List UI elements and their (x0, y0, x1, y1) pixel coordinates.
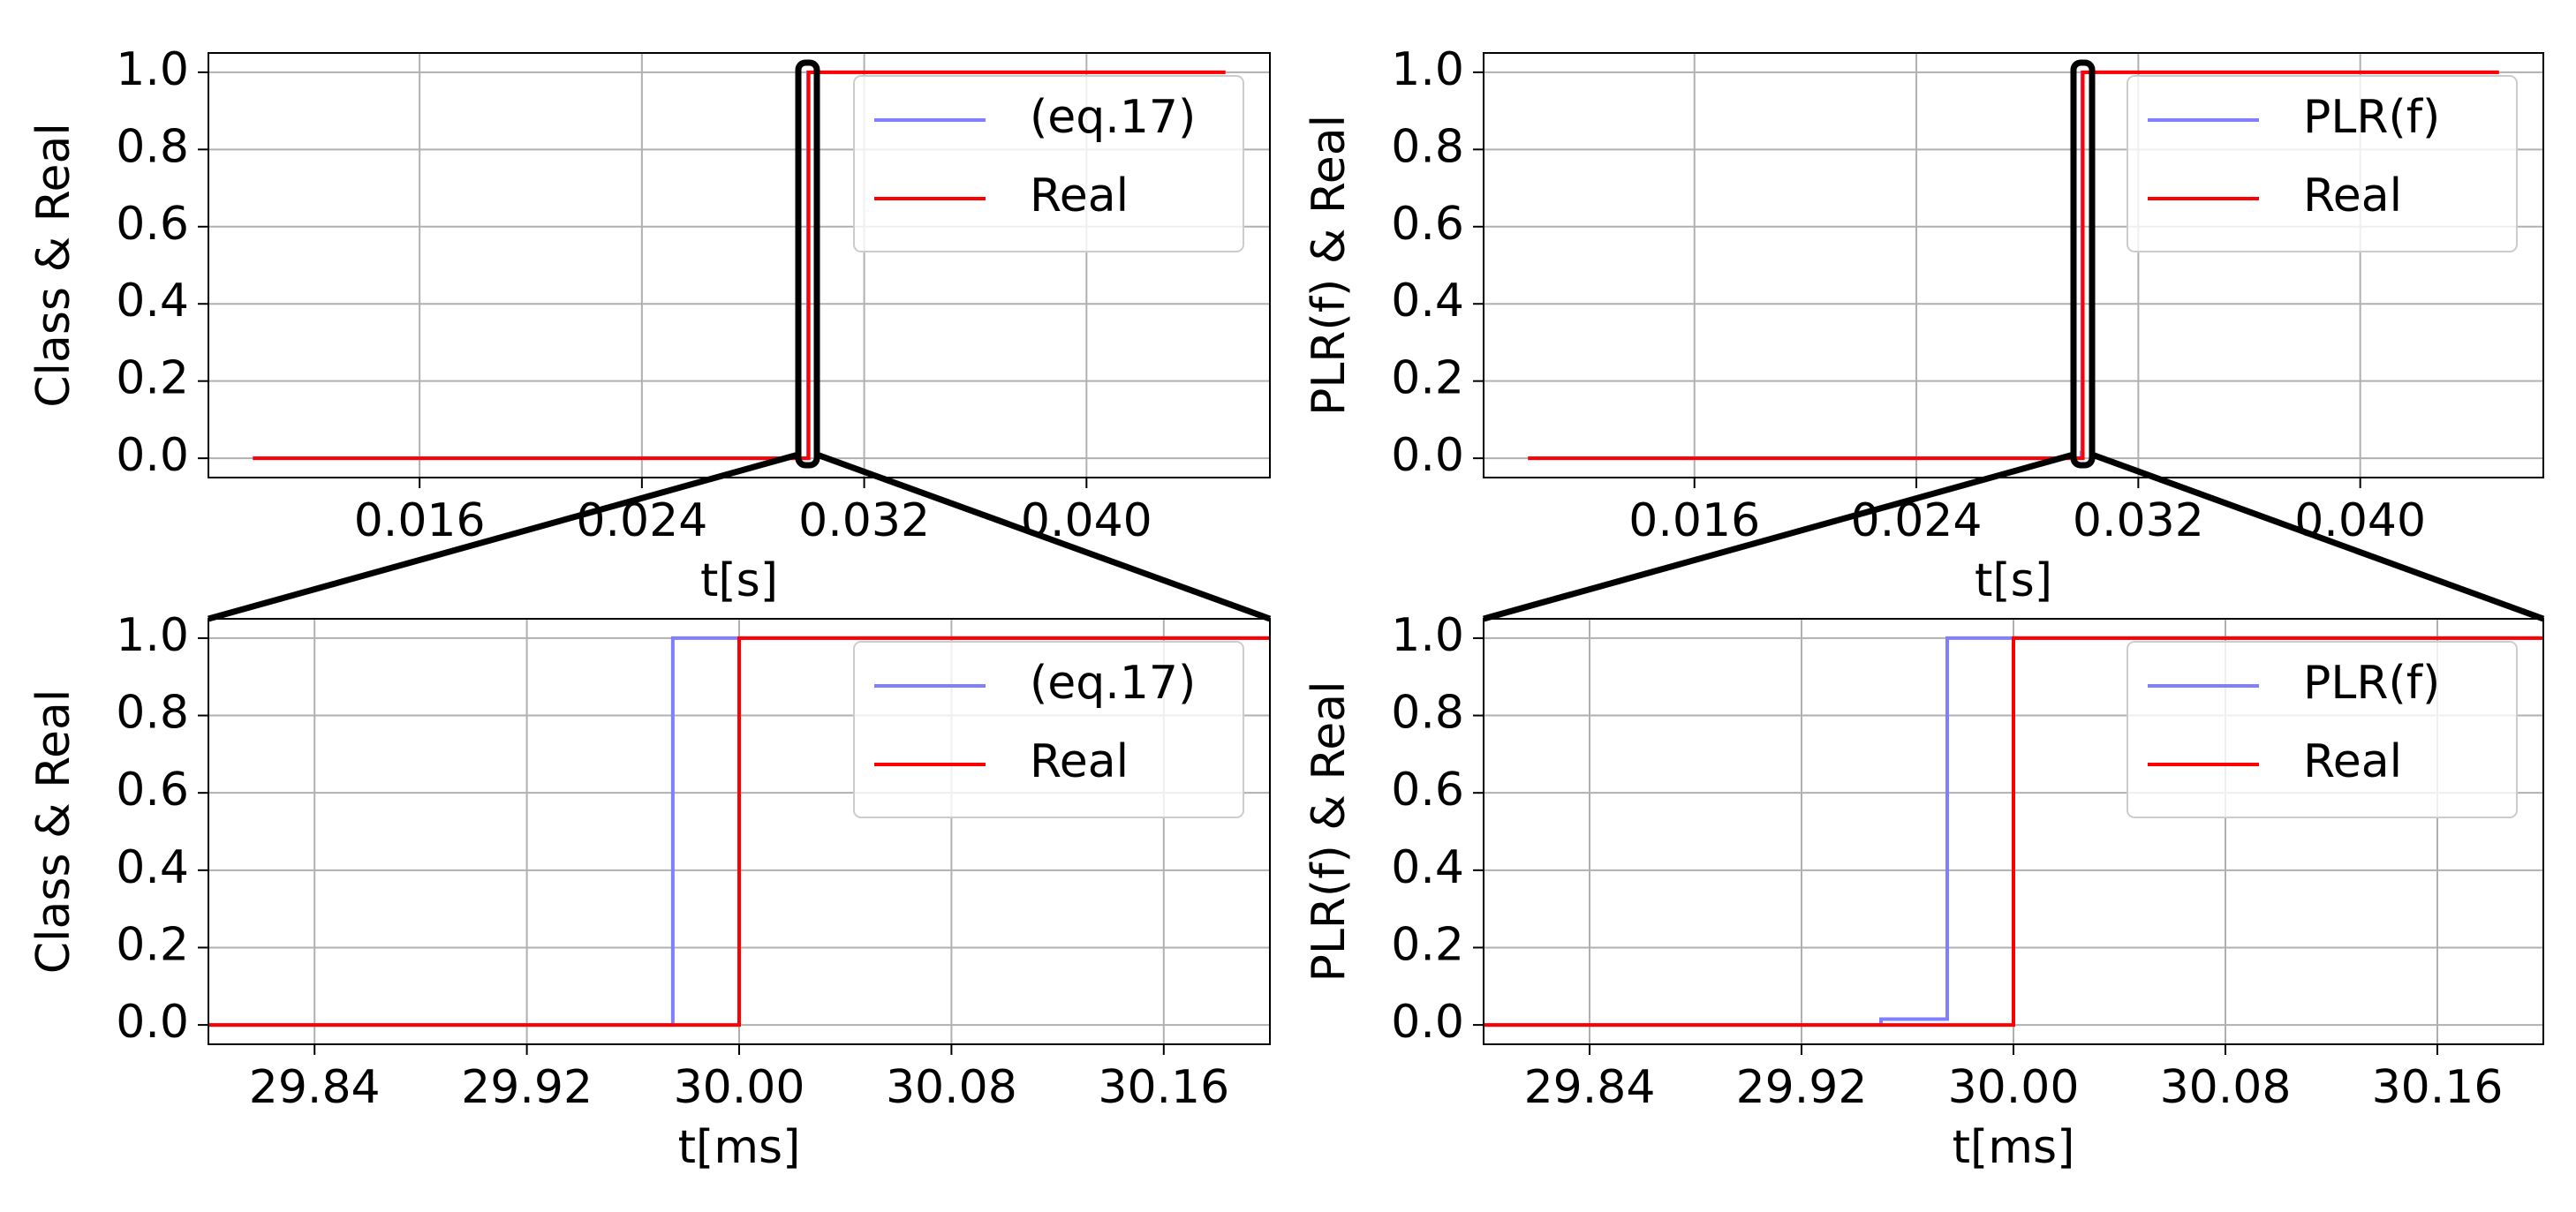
axes-frame (1483, 618, 2544, 1045)
axes-frame (208, 52, 1271, 478)
y-tick-label: 0.2 (1391, 352, 1464, 405)
y-axis-label: Class & Real (27, 123, 80, 408)
legend: (eq.17) Real (853, 641, 1244, 818)
y-tick-label: 0.8 (116, 120, 189, 173)
x-axis-label: t[ms] (678, 1121, 801, 1174)
y-tick-label: 0.4 (1391, 841, 1464, 894)
charts: 0.0 0.2 0.4 0.6 0.8 1.0 0.016 0.024 0.032 0.040 t[… (27, 43, 2544, 1174)
series-line (1484, 636, 2543, 1028)
series-line (208, 636, 1270, 1028)
x-tick-label: 30.00 (674, 1061, 805, 1114)
x-tick-label: 29.84 (249, 1061, 381, 1114)
chart: 0.0 0.2 0.4 0.6 0.8 1.0 0.016 0.024 0.032 0.040 t[… (27, 43, 1271, 607)
y-tick-label: 1.0 (1391, 609, 1464, 662)
legend-label: (eq.17) (1030, 657, 1196, 710)
legend-label: Real (2303, 169, 2402, 222)
axes-frame (208, 618, 1271, 1045)
y-tick-label: 0.8 (116, 687, 189, 740)
x-tick-label: 29.84 (1524, 1061, 1656, 1114)
y-tick-label: 1.0 (116, 43, 189, 96)
x-axis-label: t[s] (700, 554, 778, 607)
x-tick-label: 30.16 (1098, 1061, 1229, 1114)
zoom-connector (815, 451, 1272, 622)
y-tick-label: 0.6 (1391, 198, 1464, 251)
y-axis-label: Class & Real (27, 689, 80, 975)
legend-label: Real (2303, 735, 2402, 788)
y-tick-label: 0.2 (116, 918, 189, 971)
axes-frame (1483, 52, 2544, 478)
x-tick-label: 0.040 (1021, 494, 1152, 547)
zoom-indicators (208, 59, 2545, 622)
y-tick-label: 0.4 (116, 275, 189, 327)
chart: 0.0 0.2 0.4 0.6 0.8 1.0 29.84 29.92 30.00 30.08 30… (27, 609, 1271, 1174)
x-tick-label: 0.032 (798, 494, 930, 547)
y-tick-label: 0.4 (116, 841, 189, 894)
legend-label: PLR(f) (2303, 91, 2440, 144)
y-tick-label: 1.0 (116, 609, 189, 662)
x-tick-label: 0.016 (1628, 494, 1760, 547)
legend-label: Real (1030, 169, 1129, 222)
zoom-rect (2070, 59, 2096, 469)
x-axis-label: t[s] (1975, 554, 2052, 607)
x-tick-label: 30.08 (2160, 1061, 2292, 1114)
y-tick-label: 0.2 (1391, 918, 1464, 971)
y-tick-label: 0.2 (116, 352, 189, 405)
series-line (253, 70, 1226, 461)
y-tick-label: 0.4 (1391, 275, 1464, 327)
x-tick-label: 0.032 (2073, 494, 2204, 547)
y-tick-label: 0.6 (116, 198, 189, 251)
y-tick-label: 0.0 (1391, 996, 1464, 1049)
y-tick-label: 0.6 (116, 764, 189, 817)
legend: PLR(f) Real (2127, 641, 2518, 818)
x-tick-label: 30.08 (886, 1061, 1017, 1114)
chart: 0.0 0.2 0.4 0.6 0.8 1.0 29.84 29.92 30.00 30.08 30… (1303, 609, 2544, 1174)
y-tick-label: 1.0 (1391, 43, 1464, 96)
zoom-rect (795, 59, 820, 469)
series-line (1528, 70, 2499, 461)
legend-label: (eq.17) (1030, 91, 1196, 144)
x-tick-label: 0.040 (2294, 494, 2426, 547)
x-axis-label: t[ms] (1953, 1121, 2075, 1174)
x-tick-label: 30.00 (1948, 1061, 2080, 1114)
zoom-connector (2090, 451, 2545, 622)
legend-label: Real (1030, 735, 1129, 788)
zoom-connector (1483, 451, 2074, 622)
y-tick-label: 0.0 (116, 429, 189, 482)
y-tick-label: 0.8 (1391, 687, 1464, 740)
x-tick-label: 29.92 (461, 1061, 593, 1114)
x-tick-label: 29.92 (1736, 1061, 1868, 1114)
x-tick-label: 0.024 (576, 494, 707, 547)
chart: 0.0 0.2 0.4 0.6 0.8 1.0 0.016 0.024 0.032 0.040 t[… (1303, 43, 2544, 607)
y-tick-label: 0.0 (116, 996, 189, 1049)
y-axis-label: PLR(f) & Real (1303, 115, 1356, 416)
y-tick-label: 0.0 (1391, 429, 1464, 482)
legend: PLR(f) Real (2127, 75, 2518, 252)
x-tick-label: 0.016 (354, 494, 486, 547)
zoom-connector (208, 451, 799, 622)
x-tick-label: 0.024 (1851, 494, 1983, 547)
legend-label: PLR(f) (2303, 657, 2440, 710)
y-axis-label: PLR(f) & Real (1303, 681, 1356, 982)
legend: (eq.17) Real (853, 75, 1244, 252)
x-tick-label: 30.16 (2372, 1061, 2504, 1114)
y-tick-label: 0.6 (1391, 764, 1464, 817)
y-tick-label: 0.8 (1391, 120, 1464, 173)
